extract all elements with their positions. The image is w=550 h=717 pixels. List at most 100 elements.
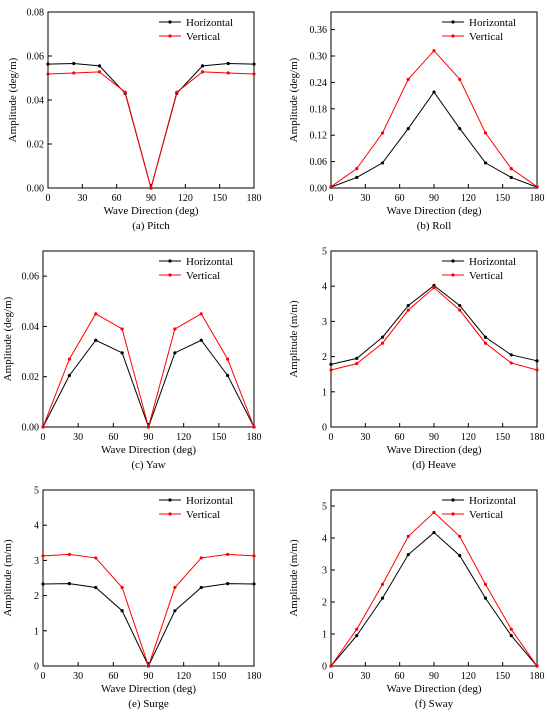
data-point (509, 361, 513, 365)
y-tick-label: 3 (322, 566, 327, 577)
y-axis-label: Amplitude (deg/m) (2, 296, 14, 381)
data-point (355, 167, 359, 171)
legend: Horizontal Vertical (159, 495, 233, 521)
data-point (226, 357, 230, 361)
data-point (483, 335, 488, 339)
x-tick-label: 180 (530, 671, 545, 682)
series-vertical (41, 312, 256, 429)
y-tick-label: 0.00 (310, 184, 328, 195)
data-point (380, 131, 385, 135)
y-tick-label: 0.06 (310, 157, 328, 168)
x-tick-label: 180 (247, 671, 262, 682)
panel-caption: (d) Heave (412, 459, 456, 471)
data-point (380, 161, 385, 165)
y-tick-label: 1 (322, 630, 327, 641)
data-point (329, 664, 333, 668)
y-axis-label: Amplitude (m/m) (288, 300, 300, 378)
plot-frame (42, 489, 255, 667)
x-tick-label: 0 (46, 193, 51, 204)
data-point (535, 185, 539, 189)
data-point (329, 185, 333, 189)
legend: Horizontal Vertical (442, 256, 516, 282)
x-tick-label: 150 (211, 671, 226, 682)
legend-label: Horizontal (186, 256, 233, 268)
data-point (458, 303, 462, 308)
data-point (252, 72, 256, 76)
data-point (226, 61, 230, 66)
data-point (432, 530, 436, 535)
data-point (509, 175, 513, 180)
x-tick-label: 30 (73, 432, 83, 443)
data-point (355, 634, 359, 638)
data-point (432, 49, 436, 53)
x-tick-label: 30 (360, 671, 370, 682)
y-tick-label: 0.04 (27, 96, 45, 107)
data-point (380, 335, 385, 339)
y-tick-label: 0.06 (22, 272, 40, 283)
x-tick-label: 60 (395, 671, 405, 682)
legend-label: Horizontal (469, 256, 516, 268)
data-point (120, 351, 124, 355)
data-point (406, 77, 410, 81)
x-tick-label: 120 (176, 432, 191, 443)
data-point (120, 327, 124, 331)
x-tick-label: 180 (247, 193, 262, 204)
legend-marker (168, 498, 172, 502)
series-vertical (329, 510, 539, 668)
chart-panel-4: 0 30 60 90 120 150 180 0 1 2 3 4 5 Wave Direction (de… (288, 247, 545, 472)
data-point (432, 286, 436, 290)
x-tick-label: 150 (495, 193, 510, 204)
data-point (252, 425, 256, 429)
data-point (355, 627, 359, 631)
data-point (67, 357, 71, 361)
x-tick-label: 90 (144, 671, 154, 682)
panel-caption: (f) Sway (415, 698, 454, 710)
data-point (173, 351, 177, 355)
data-point (94, 338, 98, 342)
data-point (458, 77, 462, 81)
series-line (42, 583, 255, 668)
chart-panel-2: 0 30 60 90 120 150 180 0.00 0.06 0.12 0.18 0.24 0.30… (288, 11, 545, 232)
panel-caption: (e) Surge (128, 698, 169, 710)
x-tick-label: 120 (178, 193, 193, 204)
series-line (42, 553, 255, 668)
data-point (94, 585, 98, 590)
data-point (380, 341, 385, 345)
data-point (329, 368, 333, 372)
legend-label: Vertical (469, 270, 503, 282)
legend-label: Horizontal (469, 17, 516, 29)
data-point (173, 585, 177, 590)
panel-caption: (a) Pitch (132, 220, 170, 232)
legend-label: Horizontal (469, 495, 516, 507)
panel-caption: (c) Yaw (131, 459, 165, 471)
panel-caption: (b) Roll (417, 220, 452, 232)
x-tick-label: 30 (77, 193, 87, 204)
x-tick-label: 150 (495, 671, 510, 682)
y-tick-label: 0.18 (310, 104, 328, 115)
data-point (252, 554, 256, 558)
data-point (97, 64, 102, 68)
data-point (535, 368, 539, 372)
plot-frame (42, 250, 255, 428)
x-tick-label: 0 (41, 432, 46, 443)
legend-label: Vertical (469, 509, 503, 521)
data-point (509, 627, 513, 631)
y-tick-label: 0.02 (27, 140, 45, 151)
legend-marker (168, 20, 172, 24)
data-point (483, 596, 488, 600)
data-point (199, 556, 203, 560)
data-point (483, 131, 488, 135)
series-line (330, 531, 538, 667)
x-tick-label: 90 (429, 671, 439, 682)
legend: Horizontal Vertical (159, 256, 233, 282)
series-horizontal (329, 530, 539, 668)
x-tick-label: 120 (461, 671, 476, 682)
data-point (67, 373, 71, 378)
y-tick-label: 2 (34, 591, 39, 602)
legend-label: Vertical (469, 31, 503, 43)
data-point (123, 90, 127, 94)
data-point (67, 582, 71, 586)
y-axis-label: Amplitude (deg/m) (7, 57, 19, 142)
data-point (432, 90, 436, 94)
legend-label: Horizontal (186, 17, 233, 29)
